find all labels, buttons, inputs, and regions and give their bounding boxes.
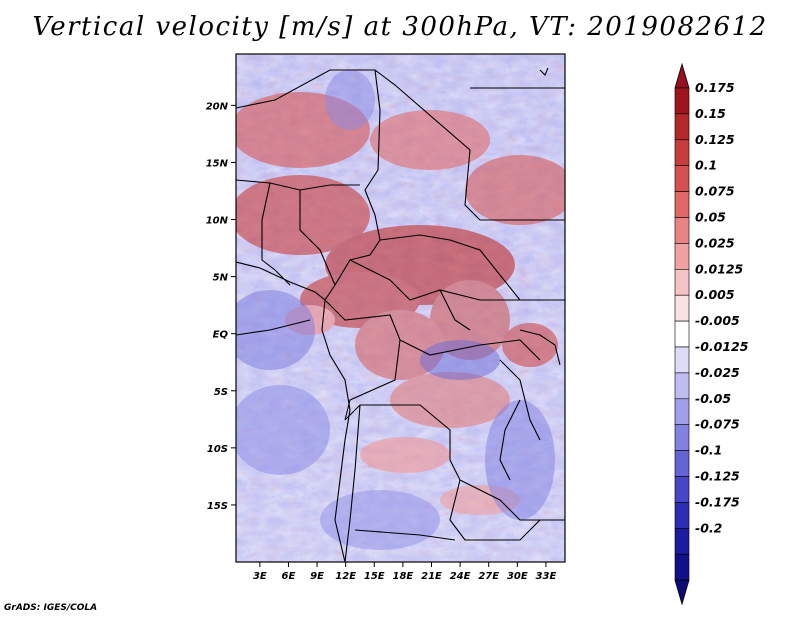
- colorbar-swatch: [674, 320, 690, 348]
- lat-label: 15N: [206, 158, 229, 169]
- map-frame: [235, 53, 566, 563]
- colorbar-swatch: [674, 398, 690, 425]
- grads-credit: GrADS: IGES/COLA: [4, 603, 98, 613]
- positive-velocity-regions: [236, 92, 565, 515]
- lon-label: 6E: [282, 571, 296, 582]
- lon-label: 21E: [421, 571, 442, 582]
- negative-velocity-regions: [236, 70, 555, 550]
- lon-label: 12E: [335, 571, 356, 582]
- lat-label: 10S: [207, 444, 228, 455]
- colorbar-bottom-arrow: [674, 579, 690, 606]
- colorbar-swatch: [674, 165, 690, 192]
- colorbar-swatch: [674, 450, 690, 477]
- colorbar-swatch: [674, 424, 690, 451]
- lon-label: 33E: [536, 571, 557, 582]
- colorbar-label: -0.1: [695, 443, 722, 458]
- colorbar-label: 0.125: [695, 132, 735, 147]
- lat-label: 5N: [213, 273, 229, 284]
- colorbar-swatch: [674, 372, 690, 400]
- colorbar-top-arrow: [674, 62, 690, 89]
- colorbar-swatch: [674, 87, 690, 115]
- lon-label: 15E: [364, 571, 385, 582]
- lon-label: 9E: [310, 571, 324, 582]
- colorbar-label: 0.075: [695, 184, 735, 199]
- colorbar-swatch: [674, 346, 690, 374]
- colorbar-label: -0.0125: [695, 339, 749, 354]
- vertical-velocity-field: [236, 54, 565, 562]
- colorbar-label: 0.025: [695, 235, 735, 250]
- coastline: [236, 261, 351, 562]
- colorbar-label: 0.005: [695, 287, 735, 302]
- colorbar-swatch: [674, 268, 690, 296]
- colorbar-swatch: [674, 527, 690, 555]
- lat-label: 20N: [206, 101, 229, 112]
- colorbar-swatch: [674, 139, 690, 167]
- colorbar-swatch: [674, 191, 690, 218]
- lon-label: 30E: [507, 571, 528, 582]
- colorbar-label: 0.1: [695, 158, 717, 173]
- colorbar-label: -0.175: [695, 494, 740, 509]
- colorbar-swatch: [674, 502, 690, 529]
- colorbar-swatch: [674, 294, 690, 322]
- map-title: Vertical velocity [m/s] at 300hPa, VT: 2…: [32, 12, 768, 42]
- colorbar-swatch: [674, 243, 690, 270]
- country-boundaries: [236, 67, 565, 562]
- latitude-axis: 20N 15N 10N 5N EQ 5S 10S 15S: [206, 101, 236, 512]
- colorbar-label: 0.15: [695, 106, 726, 121]
- colorbar-label: -0.05: [695, 391, 731, 406]
- colorbar-label: -0.025: [695, 365, 740, 380]
- lat-label: 15S: [207, 501, 228, 512]
- colorbar-label: 0.05: [695, 210, 726, 225]
- colorbar-swatch: [674, 553, 690, 581]
- colorbar-swatch: [674, 113, 690, 141]
- lat-label: EQ: [213, 330, 229, 341]
- colorbar-label: -0.075: [695, 417, 740, 432]
- colorbar-swatch: [674, 217, 690, 244]
- lon-label: 27E: [478, 571, 499, 582]
- lon-label: 18E: [393, 571, 414, 582]
- colorbar-label: 0.175: [695, 80, 735, 95]
- colorbar-label: -0.2: [695, 520, 722, 535]
- lon-label: 24E: [450, 571, 471, 582]
- lat-label: 5S: [214, 387, 228, 398]
- colorbar-label: -0.125: [695, 469, 740, 484]
- lon-label: 3E: [253, 571, 267, 582]
- colorbar-swatch: [674, 476, 690, 503]
- colorbar-label: -0.005: [695, 313, 740, 328]
- colorbar: 0.175 0.15 0.125 0.1 0.075 0.05 0.025 0.0125 0.0…: [674, 62, 749, 606]
- colorbar-label: 0.0125: [695, 261, 744, 276]
- longitude-axis: 3E 6E 9E 12E 15E 18E 21E 24E 27E 30E 33E: [253, 562, 557, 582]
- lat-label: 10N: [206, 216, 229, 227]
